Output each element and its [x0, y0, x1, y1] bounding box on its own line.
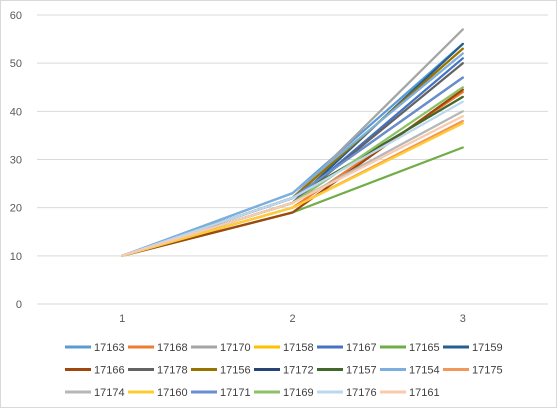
series-line-17154 — [121, 52, 464, 257]
y-tick-label: 50 — [10, 58, 22, 70]
x-tick-label: 2 — [289, 313, 295, 325]
x-tick-label: 3 — [460, 313, 466, 325]
legend-item: 17176 — [317, 387, 377, 399]
legend-label: 17157 — [346, 365, 377, 377]
legend-label: 17165 — [409, 342, 440, 354]
y-tick-label: 0 — [16, 299, 22, 311]
legend-label: 17156 — [220, 365, 251, 377]
legend-label: 17172 — [283, 365, 314, 377]
y-axis-ticks: 0 10 20 30 40 50 60 — [10, 10, 22, 311]
legend-label: 17159 — [472, 342, 503, 354]
legend-item: 17168 — [128, 342, 188, 354]
legend: 17163 17168 17170 17158 17167 17165 17159 17166… — [65, 342, 503, 399]
legend-item: 17165 — [380, 342, 440, 354]
legend-item: 17178 — [128, 365, 188, 377]
x-axis-ticks: 1 2 3 — [119, 313, 466, 325]
legend-label: 17176 — [346, 387, 377, 399]
legend-label: 17169 — [283, 387, 314, 399]
y-tick-label: 20 — [10, 203, 22, 215]
legend-label: 17170 — [220, 342, 251, 354]
legend-item: 17166 — [65, 365, 125, 377]
legend-label: 17160 — [157, 387, 188, 399]
legend-item: 17157 — [317, 365, 377, 377]
legend-item: 17154 — [380, 365, 440, 377]
legend-label: 17171 — [220, 387, 251, 399]
legend-label: 17174 — [94, 387, 125, 399]
x-tick-label: 1 — [119, 313, 125, 325]
series-lines — [121, 28, 464, 257]
legend-label: 17163 — [94, 342, 125, 354]
y-tick-label: 30 — [10, 155, 22, 167]
series-line-17176 — [121, 100, 464, 257]
legend-item: 17167 — [317, 342, 377, 354]
legend-label: 17161 — [409, 387, 440, 399]
y-tick-label: 40 — [10, 106, 22, 118]
legend-item: 17161 — [380, 387, 440, 399]
legend-item: 17175 — [443, 365, 503, 377]
legend-item: 17159 — [443, 342, 503, 354]
legend-label: 17167 — [346, 342, 377, 354]
legend-item: 17156 — [191, 365, 251, 377]
legend-label: 17158 — [283, 342, 314, 354]
legend-label: 17168 — [157, 342, 188, 354]
legend-item: 17169 — [254, 387, 314, 399]
y-tick-label: 10 — [10, 251, 22, 263]
series-line-17161 — [121, 115, 464, 257]
legend-label: 17166 — [94, 365, 125, 377]
legend-label: 17178 — [157, 365, 188, 377]
legend-item: 17158 — [254, 342, 314, 354]
legend-item: 17172 — [254, 365, 314, 377]
series-line-17174 — [121, 110, 464, 257]
legend-label: 17154 — [409, 365, 440, 377]
series-line-17160 — [121, 122, 464, 257]
legend-item: 17174 — [65, 387, 125, 399]
y-tick-label: 60 — [10, 10, 22, 22]
series-line-17168 — [121, 90, 464, 257]
legend-item: 17160 — [128, 387, 188, 399]
legend-item: 17163 — [65, 342, 125, 354]
legend-item: 17171 — [191, 387, 251, 399]
legend-item: 17170 — [191, 342, 251, 354]
legend-label: 17175 — [472, 365, 503, 377]
gridlines — [37, 14, 548, 305]
